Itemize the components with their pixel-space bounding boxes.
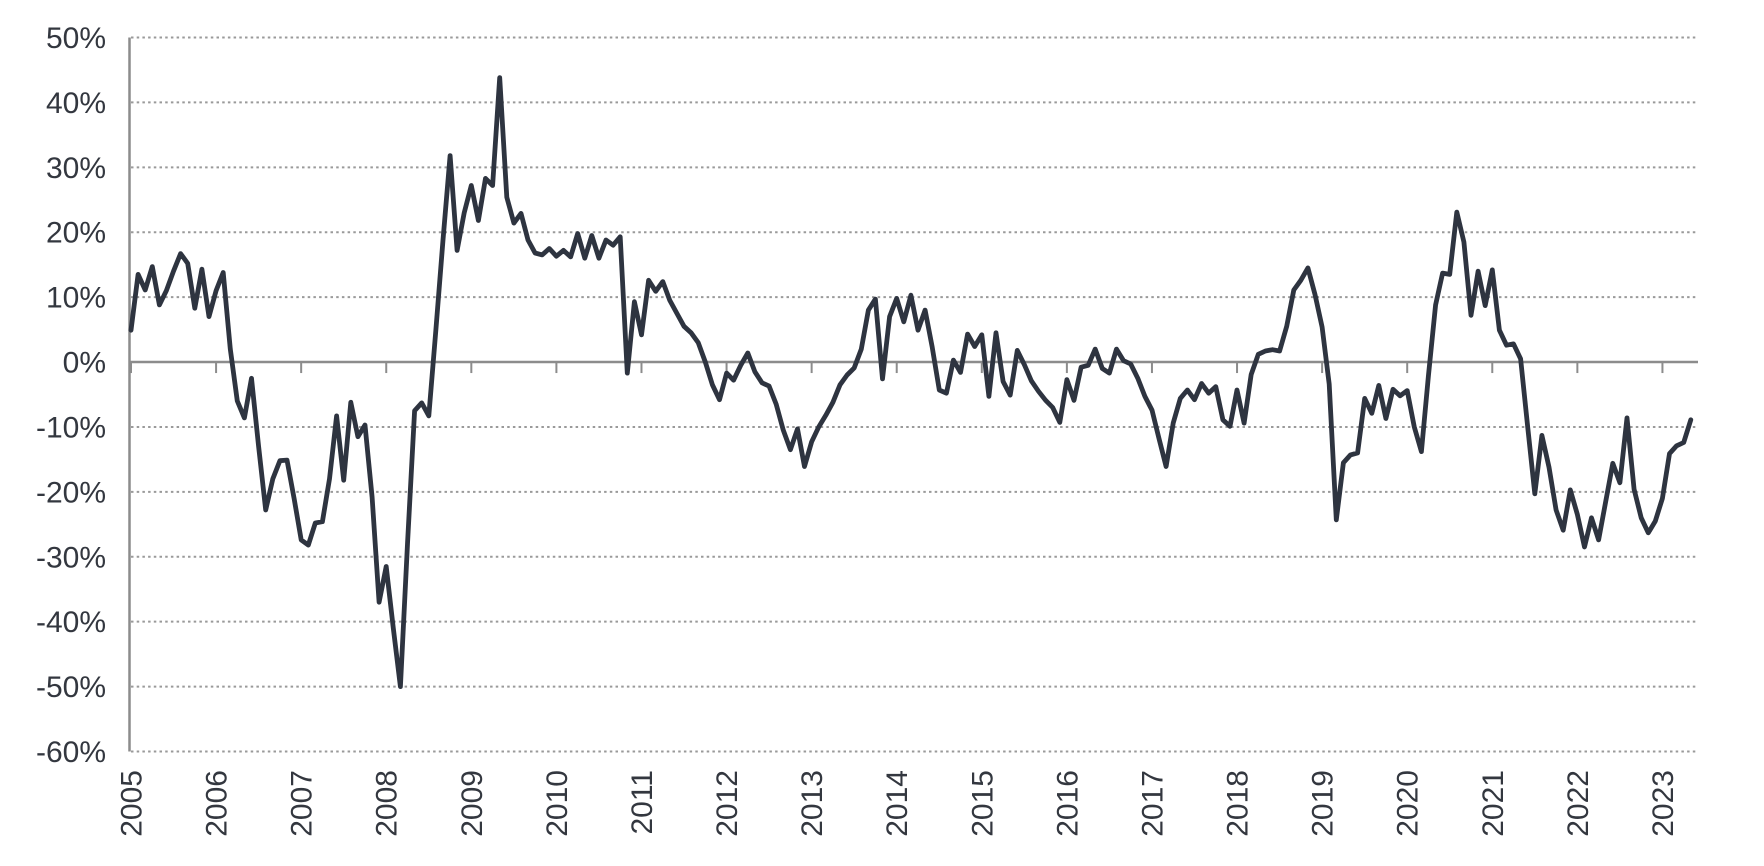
y-tick-label-0: 0% [63, 347, 106, 380]
y-tick-label--30: -30% [36, 541, 106, 574]
y-tick-label-30: 30% [46, 152, 106, 185]
y-gridlines [131, 36, 1698, 753]
x-tick-label-2012: 2012 [711, 770, 744, 837]
y-tick-label--20: -20% [36, 476, 106, 509]
x-axis-labels: 2005 2006 2007 2008 2009 2010 2011 2012 2013 2014… [116, 770, 1680, 837]
x-tick-label-2022: 2022 [1562, 770, 1595, 837]
x-tick-label-2017: 2017 [1136, 770, 1169, 837]
x-tick-label-2015: 2015 [966, 770, 999, 837]
y-tick-label-40: 40% [46, 87, 106, 120]
x-tick-label-2019: 2019 [1307, 770, 1340, 837]
x-tick-label-2008: 2008 [371, 770, 404, 837]
x-tick-label-2023: 2023 [1647, 770, 1680, 837]
x-tick-label-2014: 2014 [881, 770, 914, 837]
x-tick-label-2011: 2011 [626, 770, 659, 835]
y-tick-label--10: -10% [36, 411, 106, 444]
y-tick-label-20: 20% [46, 217, 106, 250]
x-tick-label-2006: 2006 [201, 770, 234, 837]
x-tick-label-2020: 2020 [1392, 770, 1425, 837]
y-tick-label--40: -40% [36, 606, 106, 639]
y-tick-label-10: 10% [46, 282, 106, 315]
year-tick-marks [130, 362, 1664, 374]
y-tick-label--60: -60% [36, 736, 106, 769]
x-tick-label-2021: 2021 [1477, 770, 1510, 837]
x-tick-label-2010: 2010 [541, 770, 574, 837]
y-axis-labels: 50% 40% 30% 20% 10% 0% -10% -20% -30% -40% -50% -60… [36, 22, 106, 769]
x-tick-label-2013: 2013 [796, 770, 829, 837]
x-tick-label-2009: 2009 [456, 770, 489, 837]
x-tick-label-2005: 2005 [116, 770, 149, 837]
y-tick-label--50: -50% [36, 671, 106, 704]
x-tick-label-2018: 2018 [1222, 770, 1255, 837]
y-tick-label-50: 50% [46, 22, 106, 55]
x-tick-label-2016: 2016 [1051, 770, 1084, 837]
x-tick-label-2007: 2007 [286, 770, 319, 837]
series-line-year-over-year-change-percent [128, 75, 1694, 689]
